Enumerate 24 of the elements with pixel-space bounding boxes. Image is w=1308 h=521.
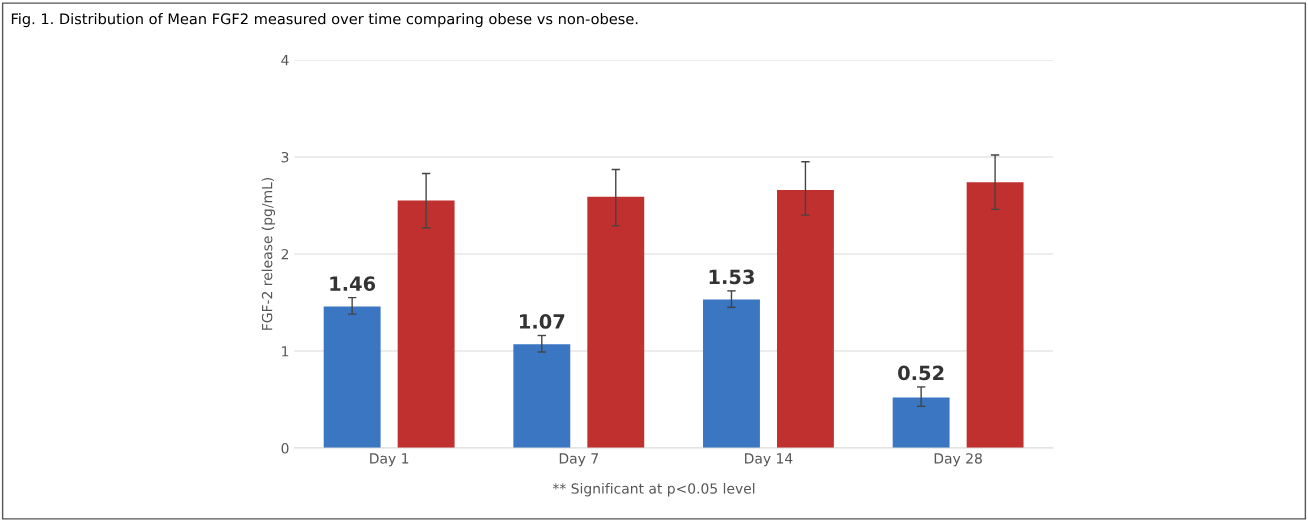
bar	[587, 196, 645, 449]
bar	[966, 182, 1024, 449]
bar	[397, 200, 455, 449]
x-tick-label: Day 7	[559, 453, 598, 467]
data-label: 1.46	[330, 276, 376, 291]
bar	[892, 397, 950, 449]
x-tick-label: Day 28	[934, 453, 982, 467]
y-tick-label: 3	[281, 151, 289, 163]
data-label: 1.07	[520, 314, 565, 329]
bar	[513, 344, 571, 449]
y-tick-label: 4	[281, 55, 289, 66]
bar	[323, 306, 381, 449]
y-tick-label: 0	[281, 443, 289, 454]
y-tick-label: 1	[282, 346, 289, 357]
data-label: 1.53	[709, 269, 754, 285]
x-tick-label: Day 1	[370, 453, 409, 467]
y-axis-title: FGF-2 release (pg/mL)	[261, 177, 276, 330]
text: ** Significant at p<0.05 level	[552, 483, 755, 497]
x-tick-label: Day 14	[745, 453, 793, 467]
chart-title: Fig. 1. Distribution of Mean FGF2 measured over time comparing obese vs non-obese.	[11, 13, 638, 28]
bar	[776, 189, 834, 449]
y-tick-label: 2	[281, 248, 289, 260]
bar	[703, 299, 760, 449]
data-label: 0.52	[898, 365, 944, 381]
